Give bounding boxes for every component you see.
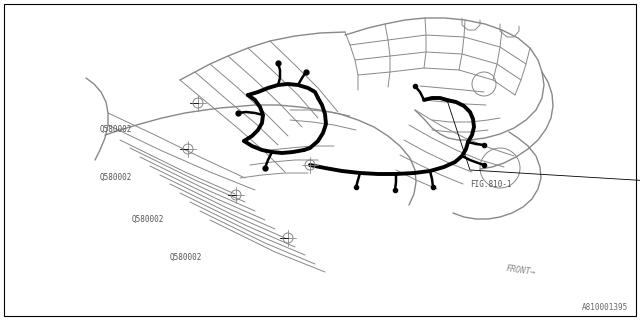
Text: Q580002: Q580002 (99, 125, 132, 134)
Text: FIG.810-1: FIG.810-1 (470, 180, 512, 188)
Text: A810001395: A810001395 (582, 303, 628, 312)
Text: Q580002: Q580002 (131, 215, 164, 224)
Text: FRONT→: FRONT→ (506, 264, 536, 277)
Text: Q580002: Q580002 (170, 253, 202, 262)
Text: Q580002: Q580002 (99, 173, 132, 182)
